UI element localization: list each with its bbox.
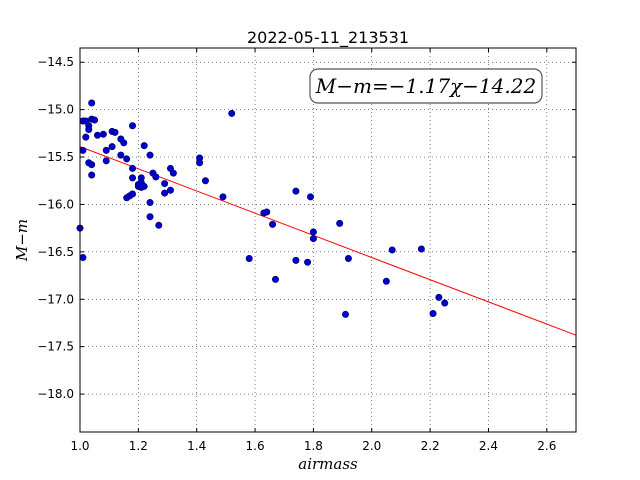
data-point xyxy=(292,187,300,195)
data-point xyxy=(88,161,96,169)
data-point xyxy=(129,122,137,130)
ticks xyxy=(79,48,576,432)
x-tick-label: 1.6 xyxy=(246,439,265,453)
data-point xyxy=(309,235,317,243)
data-point xyxy=(146,199,154,207)
x-tick-label: 1.4 xyxy=(187,439,206,453)
data-point xyxy=(292,256,300,264)
fit-line-group xyxy=(79,146,577,336)
x-tick-label: 2.0 xyxy=(362,439,381,453)
x-tick-labels: 1.0 1.2 1.4 1.6 1.8 2.0 2.2 2.4 2.6 xyxy=(70,439,556,453)
data-point xyxy=(161,180,169,188)
annotation-frame xyxy=(309,68,543,104)
data-point xyxy=(201,177,209,185)
data-point xyxy=(342,310,350,318)
data-point xyxy=(441,299,449,307)
x-tick-label: 1.2 xyxy=(129,439,148,453)
data-point xyxy=(108,143,116,151)
data-point xyxy=(435,293,443,301)
data-point xyxy=(219,193,227,201)
data-point xyxy=(123,155,131,163)
data-point xyxy=(99,130,107,138)
data-point xyxy=(79,254,87,262)
y-tick-label: −18.0 xyxy=(37,387,74,401)
data-point xyxy=(140,142,148,150)
y-tick-label: −16.0 xyxy=(37,197,74,211)
x-tick-label: 2.6 xyxy=(537,439,556,453)
data-point xyxy=(94,131,102,139)
x-tick-label: 2.4 xyxy=(479,439,498,453)
data-point xyxy=(102,157,110,165)
grid xyxy=(79,48,576,432)
data-point xyxy=(102,146,110,154)
data-point xyxy=(388,246,396,254)
data-point xyxy=(269,220,277,228)
data-point xyxy=(161,189,169,197)
annotation-box: M−m=−1.17χ−14.22 xyxy=(309,68,543,104)
x-tick-label: 2.2 xyxy=(421,439,440,453)
data-point xyxy=(155,221,163,229)
data-point xyxy=(271,275,279,283)
y-tick-label: −15.5 xyxy=(37,150,74,164)
data-point xyxy=(304,258,312,266)
data-point xyxy=(417,245,425,253)
data-point xyxy=(306,193,314,201)
data-point xyxy=(146,151,154,159)
data-point xyxy=(152,173,160,181)
data-point xyxy=(129,164,137,172)
y-tick-label: −16.5 xyxy=(37,245,74,259)
data-point xyxy=(88,99,96,107)
y-axis-label: M−m xyxy=(13,219,31,262)
y-tick-label: −15.0 xyxy=(37,103,74,117)
data-point xyxy=(309,228,317,236)
y-tick-labels: −14.5 −15.0 −15.5 −16.0 −16.5 −17.0 −17.5 −18.0 xyxy=(37,55,74,401)
data-point xyxy=(91,116,99,124)
data-point xyxy=(146,213,154,221)
data-point xyxy=(228,109,236,117)
data-point xyxy=(166,186,174,194)
data-point xyxy=(245,254,253,262)
data-point xyxy=(129,190,137,198)
x-axis-label: airmass xyxy=(298,455,358,473)
y-tick-label: −14.5 xyxy=(37,55,74,69)
data-point xyxy=(88,171,96,179)
fit-line xyxy=(79,146,577,336)
data-point xyxy=(82,133,90,141)
y-tick-label: −17.0 xyxy=(37,292,74,306)
fit-equation: M−m=−1.17χ−14.22 xyxy=(315,74,536,98)
data-point xyxy=(111,128,119,136)
x-tick-label: 1.0 xyxy=(70,439,89,453)
chart-title: 2022-05-11_213531 xyxy=(247,28,409,48)
data-point xyxy=(263,208,271,216)
data-point xyxy=(140,182,148,190)
data-point xyxy=(85,126,93,134)
data-point xyxy=(79,146,87,154)
data-point xyxy=(129,174,137,182)
data-point xyxy=(382,277,390,285)
data-points xyxy=(76,99,449,318)
data-point xyxy=(429,309,437,317)
data-point xyxy=(196,159,204,167)
x-tick-label: 1.8 xyxy=(304,439,323,453)
y-tick-label: −17.5 xyxy=(37,340,74,354)
data-point xyxy=(120,139,128,147)
data-point xyxy=(117,151,125,159)
data-point xyxy=(344,254,352,262)
data-point xyxy=(336,219,344,227)
plot-frame xyxy=(79,47,577,433)
data-point xyxy=(169,169,177,177)
